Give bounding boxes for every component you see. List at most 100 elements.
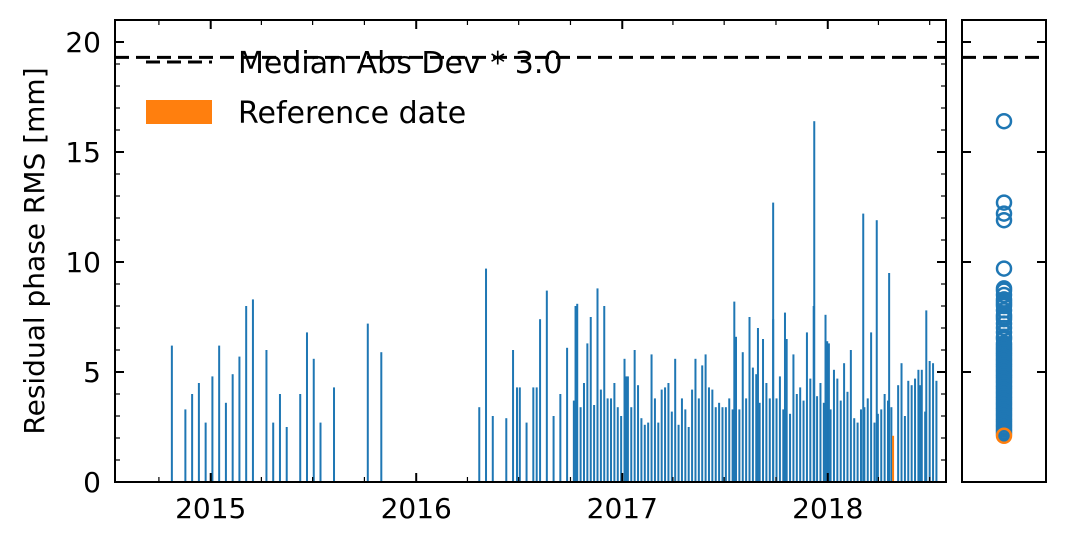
bar — [512, 350, 515, 482]
bar — [741, 352, 744, 482]
bar — [285, 427, 288, 482]
bar — [603, 306, 606, 482]
bar — [853, 418, 856, 482]
bar — [721, 407, 724, 482]
bar — [756, 328, 759, 482]
bar — [824, 314, 827, 482]
bar — [224, 402, 227, 482]
bar — [586, 343, 589, 482]
bar — [245, 306, 248, 482]
bar — [589, 317, 592, 482]
bar — [625, 376, 628, 482]
bar — [873, 422, 876, 482]
bar — [238, 356, 241, 482]
bar — [875, 220, 878, 482]
bar — [664, 387, 667, 482]
bar — [684, 409, 687, 482]
bar — [707, 387, 710, 482]
bar — [822, 402, 825, 482]
plot-frame — [114, 19, 947, 483]
bar — [637, 385, 640, 482]
bar — [755, 374, 758, 482]
bar — [758, 402, 761, 482]
bar — [211, 376, 214, 482]
bar — [265, 350, 268, 482]
bar — [593, 405, 596, 482]
bar — [633, 350, 636, 482]
bar — [610, 398, 613, 482]
bar — [574, 306, 577, 482]
bar — [859, 409, 862, 482]
bar — [827, 343, 830, 482]
bar — [917, 369, 920, 482]
bar — [718, 402, 721, 482]
x-tick-label: 2015 — [175, 492, 246, 525]
bar — [643, 424, 646, 482]
side-frame — [961, 19, 1047, 483]
bar — [785, 339, 788, 482]
bar — [925, 310, 928, 482]
bar — [691, 389, 694, 482]
x-tick-label: 2016 — [381, 492, 452, 525]
bar — [491, 416, 494, 482]
bar — [674, 358, 677, 482]
side-axes — [961, 19, 1047, 483]
bar — [870, 332, 873, 482]
scatter-point — [995, 112, 1013, 130]
y-tick-label: 15 — [65, 136, 101, 169]
bar — [677, 424, 680, 482]
legend: Median Abs Dev * 3.0 Reference date — [146, 46, 562, 131]
bar — [932, 363, 935, 482]
bar — [900, 363, 903, 482]
bar — [485, 268, 488, 482]
bar — [626, 376, 629, 482]
bar — [843, 363, 846, 482]
bar — [505, 418, 508, 482]
bar — [731, 409, 734, 482]
bar — [566, 347, 569, 482]
bar — [518, 387, 521, 482]
bar — [670, 411, 673, 482]
bar — [910, 385, 913, 482]
bar — [532, 387, 535, 482]
bar — [299, 394, 302, 482]
bar — [545, 290, 548, 482]
bar — [805, 332, 808, 482]
reference-bar — [892, 435, 895, 482]
bar — [775, 398, 778, 482]
bar — [539, 319, 542, 482]
bar — [863, 407, 866, 482]
bar — [701, 365, 704, 482]
legend-threshold-label: Median Abs Dev * 3.0 — [238, 46, 562, 81]
bar — [620, 416, 623, 482]
bar — [890, 407, 893, 482]
bar — [525, 422, 528, 482]
bar — [876, 413, 879, 482]
scatter-point — [995, 211, 1013, 229]
bar — [667, 383, 670, 482]
bar — [745, 398, 748, 482]
legend-reference-swatch — [146, 100, 212, 124]
bar — [778, 376, 781, 482]
bar — [762, 339, 765, 482]
bar — [694, 358, 697, 482]
bar — [616, 407, 619, 482]
bar — [813, 121, 816, 482]
bar — [809, 378, 812, 482]
bar — [231, 374, 234, 482]
bar — [184, 409, 187, 482]
bar — [734, 336, 737, 482]
bar — [319, 422, 322, 482]
bar — [552, 416, 555, 482]
bar — [887, 400, 890, 482]
bar — [218, 345, 221, 482]
bar — [733, 301, 736, 482]
x-tick-label: 2017 — [587, 492, 658, 525]
bar — [204, 422, 207, 482]
bar — [333, 387, 336, 482]
bar — [802, 400, 805, 482]
bar — [170, 345, 173, 482]
bar — [640, 418, 643, 482]
bar — [914, 378, 917, 482]
bar — [653, 398, 656, 482]
